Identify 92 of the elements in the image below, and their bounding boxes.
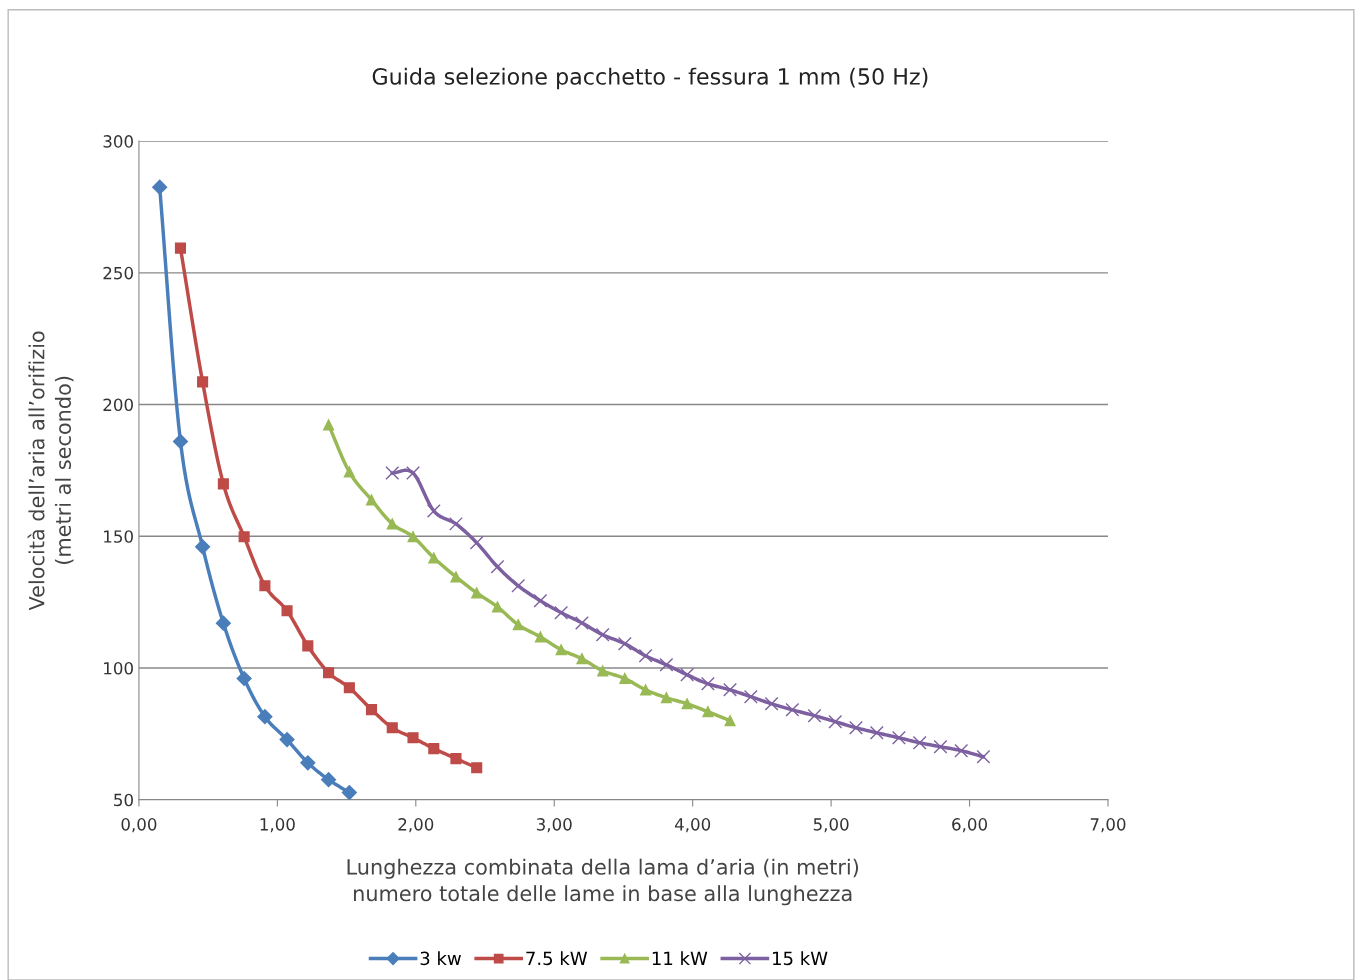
point (723, 682, 737, 697)
point (533, 593, 548, 608)
point (174, 242, 187, 254)
point (700, 676, 715, 691)
point (619, 672, 631, 685)
point (238, 531, 250, 543)
point (640, 684, 652, 696)
point (764, 696, 779, 711)
point (469, 535, 484, 550)
point (976, 749, 991, 764)
legend-label: 3 kw (420, 951, 461, 966)
point (555, 644, 567, 656)
point (406, 466, 420, 480)
point (343, 682, 355, 694)
y-tick-label: 150 (104, 530, 133, 543)
y-tick-label: 200 (103, 398, 133, 412)
point (471, 587, 483, 599)
point (743, 689, 758, 704)
x-tick-label: 1,00 (260, 818, 295, 833)
point (172, 433, 189, 449)
point (534, 631, 546, 643)
point (257, 709, 273, 725)
point (449, 516, 463, 531)
legend-label: 11 kW (652, 951, 708, 965)
point (576, 653, 588, 665)
y-axis-title: Velocità dell’aria all’orifizio (metri al secondo) (27, 331, 74, 611)
point (343, 466, 355, 478)
point (279, 732, 295, 748)
x-tick-label: 5,00 (813, 818, 849, 833)
point (407, 531, 419, 543)
point (785, 702, 800, 717)
point (471, 762, 483, 774)
point (236, 670, 252, 687)
point (426, 504, 441, 518)
point (659, 657, 674, 672)
point (341, 784, 357, 800)
point (323, 419, 335, 431)
point (152, 179, 168, 195)
point (386, 518, 398, 530)
point (933, 739, 948, 754)
point (912, 735, 927, 750)
y-tick-label: 50 (114, 793, 133, 807)
x-axis-title: Lunghezza combinata della lama d’aria (in metri) numero totale delle lame in base alla lunghezza (347, 858, 859, 906)
point (617, 636, 632, 651)
point (365, 704, 378, 716)
point (428, 743, 440, 755)
point (450, 753, 462, 765)
y-tick-label: 100 (104, 661, 133, 675)
point (702, 706, 714, 718)
point (511, 578, 526, 593)
point (680, 667, 695, 682)
x-tick-label: 4,00 (674, 818, 711, 833)
point (869, 725, 884, 740)
point (892, 730, 906, 745)
point (300, 755, 316, 771)
point (828, 714, 843, 729)
point (574, 615, 589, 630)
x-tick-label: 0,00 (121, 818, 157, 833)
point (512, 619, 524, 631)
y-tick-label: 300 (103, 135, 133, 148)
x-tick-label: 6,00 (952, 818, 987, 833)
point (724, 715, 736, 727)
legend-label: 7.5 kW (526, 951, 588, 966)
point (954, 743, 969, 758)
legend-label: 15 kW (773, 951, 828, 966)
point (597, 665, 609, 677)
x-tick-label: 7,00 (1090, 818, 1126, 833)
point (660, 692, 672, 704)
point (595, 627, 610, 642)
point (554, 605, 569, 620)
point (217, 478, 229, 490)
y-tick-label: 250 (103, 266, 133, 280)
point (450, 571, 462, 583)
point (259, 580, 271, 592)
point (849, 720, 863, 735)
point (386, 722, 398, 734)
point (323, 667, 335, 679)
point (281, 605, 293, 617)
point (321, 772, 337, 788)
point (638, 648, 653, 663)
point (807, 708, 822, 723)
x-tick-label: 3,00 (536, 818, 572, 833)
x-tick-label: 2,00 (398, 818, 434, 833)
point (385, 466, 400, 480)
point (215, 615, 231, 631)
chart-title: Guida selezione pacchetto - fessura 1 mm (50 Hz) (372, 67, 928, 90)
point (302, 640, 314, 652)
point (407, 732, 419, 744)
point (681, 698, 693, 710)
point (365, 494, 378, 506)
point (197, 376, 209, 388)
point (195, 539, 211, 555)
